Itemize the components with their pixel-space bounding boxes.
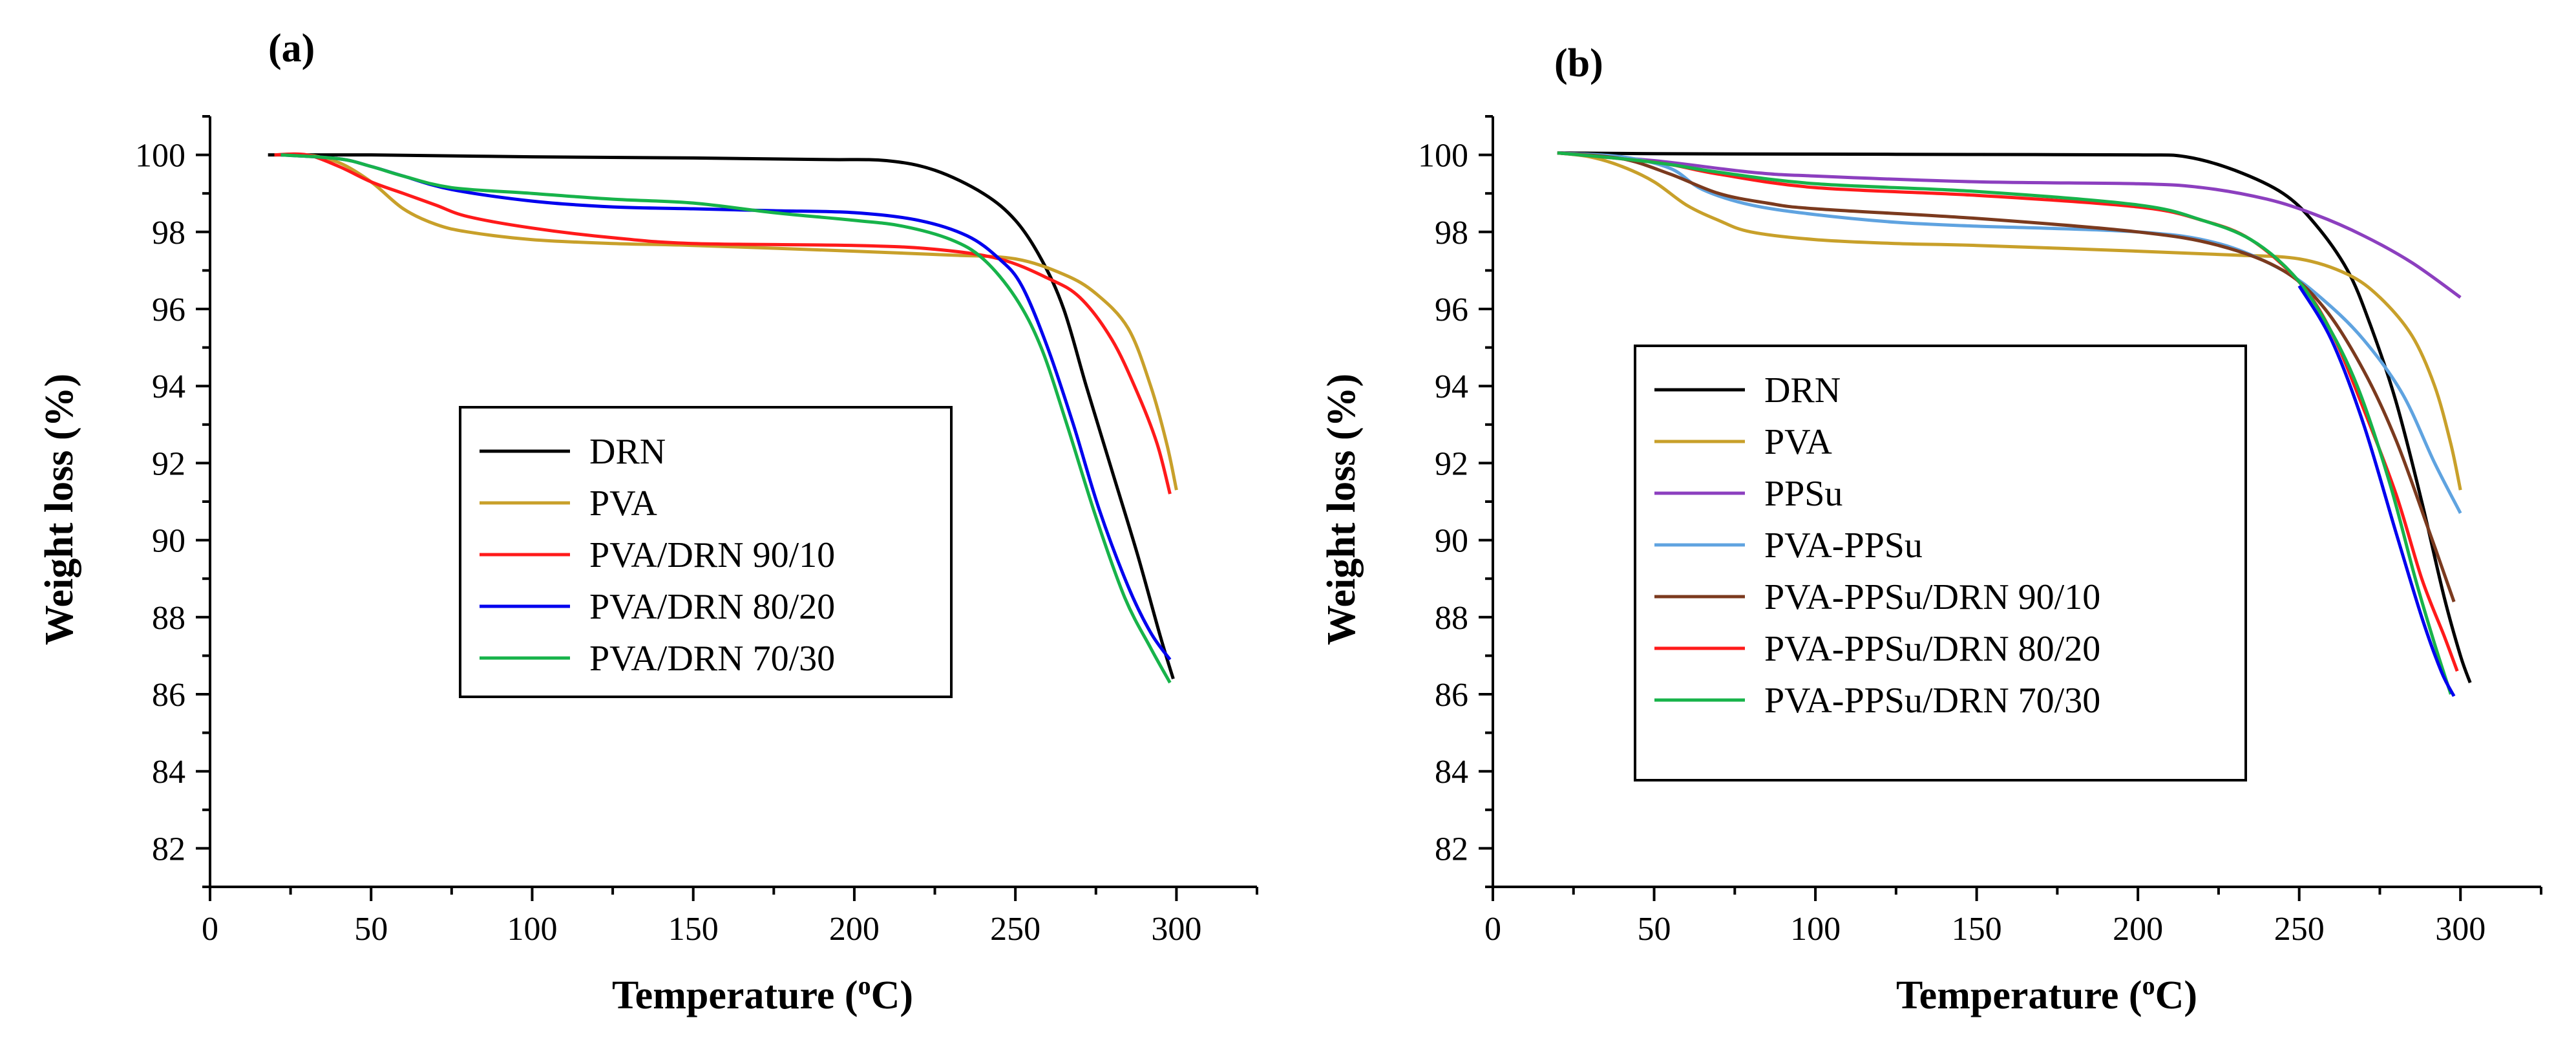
panel-a-series-drn — [268, 153, 1175, 679]
panel-a-y-tick-label: 92 — [152, 445, 185, 482]
panel-b-series-pva-ppsu-drn-90-10 — [1557, 151, 2456, 602]
panel-a-y-tick-label: 96 — [152, 292, 185, 328]
panel-b-x-tick-label: 100 — [1790, 911, 1841, 948]
panel-b-x-tick-label: 200 — [2113, 911, 2163, 948]
panel-a-x-axis-title: Temperature (oC) — [612, 971, 913, 1018]
panel-a-legend-label-drn: DRN — [589, 432, 666, 472]
panel-b-y-tick-label: 90 — [1435, 523, 1468, 560]
panel-a-y-tick-label: 100 — [135, 138, 185, 175]
panel-b-legend: DRN PVA PPSu PVA-PPSu PVA-PPSu/DRN 90/10 PVA-… — [1634, 345, 2247, 782]
panel-b-legend-label-drn: DRN — [1764, 370, 1841, 410]
panel-b-legend-label-pva: PVA — [1764, 422, 1832, 462]
panel-a-axes: 82 84 86 88 90 92 94 96 98 100 0 50 100 150 200 250 300 — [135, 115, 1258, 948]
panel-a-y-tick-label: 82 — [152, 831, 185, 867]
panel-b-series-pva-ppsu-drn-70-30 — [1557, 151, 2453, 695]
panel-a-x-tick-label: 100 — [507, 911, 557, 948]
panel-b-series-ppsu — [1557, 151, 2462, 299]
panel-b-legend-label-pva-ppsu-drn-80-20: PVA-PPSu/DRN 80/20 — [1764, 629, 2100, 669]
panel-a-series-pva-drn-90-10 — [274, 152, 1172, 494]
panel-a-legend: DRN PVA PVA/DRN 90/10 PVA/DRN 80/20 PVA/DRN … — [459, 406, 953, 698]
panel-b-label: (b) — [1554, 41, 1603, 85]
panel-a-y-tick-label: 86 — [152, 677, 185, 714]
panel-a-legend-box — [459, 406, 953, 698]
panel-a-x-tick-label: 250 — [990, 911, 1040, 948]
panel-b-y-axis-title: Weight loss (%) — [1320, 374, 1364, 645]
panel-b-x-tick-label: 50 — [1638, 911, 1671, 948]
panel-b-y-tick-label: 98 — [1435, 215, 1468, 251]
panel-a-x-tick-label: 50 — [354, 911, 388, 948]
panel-b-axes: 82 84 86 88 90 92 94 96 98 100 0 50 100 150 200 250 300 — [1418, 115, 2542, 948]
panel-b-series-blue-end — [2297, 284, 2456, 697]
panel-b-y-tick-label: 84 — [1435, 754, 1468, 791]
panel-b-legend-label-pva-ppsu: PVA-PPSu — [1764, 526, 1923, 566]
panel-b-x-tick-label: 300 — [2435, 911, 2486, 948]
panel-a-legend-label-pva-drn-70-30: PVA/DRN 70/30 — [589, 639, 835, 679]
panel-b-legend-label-ppsu: PPSu — [1764, 474, 1842, 514]
panel-b-x-tick-label: 250 — [2274, 911, 2325, 948]
panel-b-y-tick-label: 86 — [1435, 677, 1468, 714]
panel-a-series-pva — [274, 153, 1178, 491]
panel-b-y-tick-label: 100 — [1418, 138, 1468, 175]
panel-a-legend-label-pva-drn-90-10: PVA/DRN 90/10 — [589, 535, 835, 575]
panel-b-legend-box — [1634, 345, 2247, 782]
panel-a-lines — [268, 152, 1178, 684]
panel-a-x-tick-label: 300 — [1151, 911, 1201, 948]
panel-a-x-tick-label: 0 — [202, 911, 218, 948]
panel-a: (a) Weight loss (%) Temperature (oC) 828… — [37, 27, 1258, 1018]
panel-a-y-tick-label: 84 — [152, 754, 185, 791]
panel-a-y-tick-label: 98 — [152, 215, 185, 251]
panel-b-x-tick-label: 0 — [1484, 911, 1501, 948]
panel-a-y-tick-label: 94 — [152, 368, 185, 405]
panel-b-y-tick-label: 88 — [1435, 600, 1468, 637]
panel-b-y-tick-label: 96 — [1435, 292, 1468, 328]
panel-b-legend-label-pva-ppsu-drn-70-30: PVA-PPSu/DRN 70/30 — [1764, 681, 2100, 721]
panel-a-y-tick-label: 90 — [152, 523, 185, 560]
panel-a-series-pva-drn-70-30 — [280, 153, 1172, 684]
panel-a-x-tick-label: 200 — [829, 911, 880, 948]
panel-b-lines — [1557, 151, 2472, 697]
panel-b-y-tick-label: 82 — [1435, 831, 1468, 867]
panel-b-x-axis-title: Temperature (oC) — [1896, 971, 2197, 1018]
panel-b-legend-label-pva-ppsu-drn-90-10: PVA-PPSu/DRN 90/10 — [1764, 577, 2100, 617]
panel-a-label: (a) — [268, 27, 315, 70]
panel-b-x-tick-label: 150 — [1952, 911, 2002, 948]
panel-a-legend-label-pva: PVA — [589, 484, 657, 524]
panel-b-y-tick-label: 94 — [1435, 368, 1468, 405]
panel-b: (b) Weight loss (%) Temperature (oC) 828… — [1320, 41, 2542, 1018]
panel-a-y-tick-label: 88 — [152, 600, 185, 637]
panel-b-y-tick-label: 92 — [1435, 445, 1468, 482]
panel-a-y-axis-title: Weight loss (%) — [37, 374, 81, 645]
panel-b-series-pva — [1557, 151, 2462, 491]
panel-a-legend-label-pva-drn-80-20: PVA/DRN 80/20 — [589, 587, 835, 627]
panel-a-x-tick-label: 150 — [668, 911, 719, 948]
